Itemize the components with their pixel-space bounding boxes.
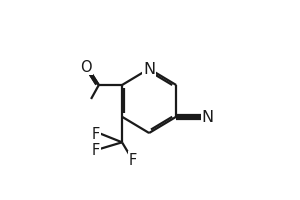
Text: F: F: [92, 126, 100, 141]
Text: N: N: [202, 110, 214, 125]
Text: N: N: [143, 62, 155, 77]
Text: O: O: [81, 60, 92, 75]
Text: F: F: [92, 142, 100, 157]
Text: F: F: [129, 152, 137, 167]
